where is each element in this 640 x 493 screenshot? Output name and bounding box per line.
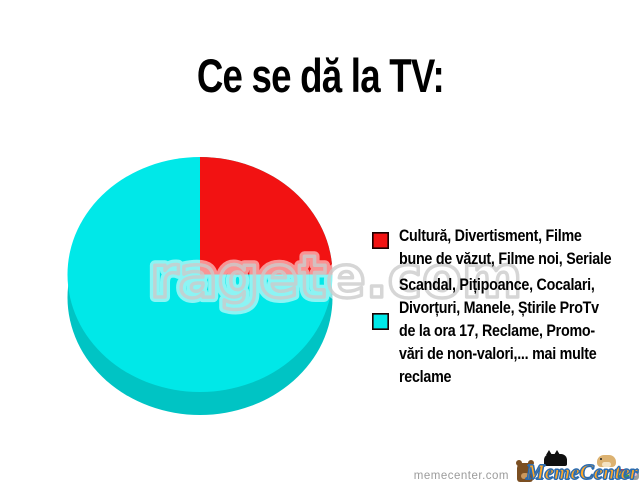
legend-swatch-red [372, 232, 389, 249]
legend-swatch-cyan [372, 313, 389, 330]
legend-text-line: de la ora 17, Reclame, Promo- [399, 321, 595, 340]
footer: memecenter.com MemeCenter [413, 450, 639, 489]
memecenter-logo: MemeCenter [516, 450, 639, 488]
footer-site-url: memecenter.com [413, 470, 509, 482]
bear-ear-icon [528, 460, 534, 466]
legend-item-scandal: Scandal, Pițipoance, Cocalari, Divorțuri… [368, 273, 640, 388]
pie-slice-minority [200, 157, 333, 275]
hamster-belly-icon [602, 462, 611, 467]
cat-icon [544, 450, 567, 466]
legend: Cultură, Divertisment, Filme bune de văz… [368, 224, 640, 388]
legend-text-line: reclame [399, 367, 452, 386]
bear-icon [516, 460, 534, 482]
legend-item-culture: Cultură, Divertisment, Filme bune de văz… [368, 224, 640, 270]
nyan-rainbow-icon [615, 469, 629, 480]
page-title: Ce se dă la TV: [0, 50, 640, 104]
hamster-eye-icon [600, 458, 602, 460]
nyan-cat-icon [615, 468, 639, 481]
legend-text-line: Divorțuri, Manele, Știrile ProTv [399, 298, 599, 317]
bear-ear-icon [516, 460, 522, 466]
pie-chart [67, 157, 333, 415]
legend-text-line: Cultură, Divertisment, Filme [399, 226, 582, 245]
cat-ear-icon [546, 450, 552, 455]
bear-muzzle-icon [521, 473, 529, 479]
legend-text-line: vări de non-valori,... mai multe [399, 344, 597, 363]
legend-text-line: Scandal, Pițipoance, Cocalari, [399, 275, 595, 294]
page-title-text: Ce se dă la TV: [196, 49, 444, 102]
nyan-face-icon [631, 472, 637, 476]
cat-ear-icon [554, 450, 560, 455]
legend-text-line: bune de văzut, Filme noi, Seriale [399, 249, 612, 268]
hamster-icon [597, 455, 616, 467]
memecenter-logo-text: MemeCenter [526, 460, 639, 485]
